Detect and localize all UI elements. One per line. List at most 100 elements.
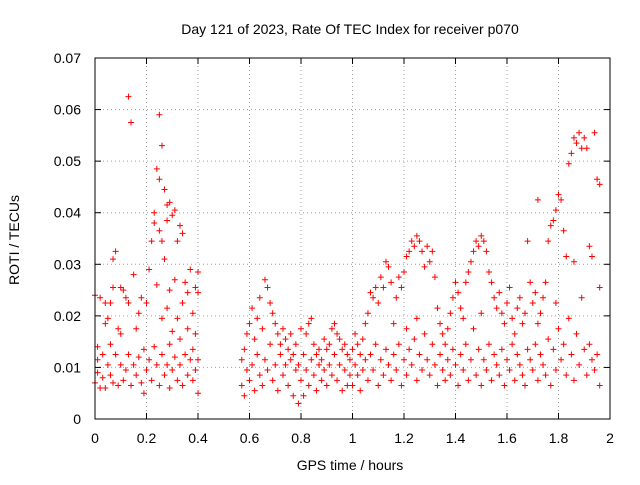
data-point: [382, 346, 389, 353]
data-point: [570, 258, 577, 265]
data-point: [292, 341, 299, 348]
data-point: [267, 299, 274, 306]
data-point: [110, 256, 117, 263]
data-point: [352, 330, 359, 337]
data-point: [385, 361, 392, 368]
axis-ticks: [94, 57, 611, 420]
data-point: [388, 279, 395, 286]
data-point: [455, 382, 462, 389]
data-point: [256, 372, 263, 379]
data-point: [576, 361, 583, 368]
data-point: [326, 341, 333, 348]
data-point: [452, 279, 459, 286]
data-point: [143, 367, 150, 374]
data-point: [437, 351, 444, 358]
data-point: [130, 361, 137, 368]
data-point: [516, 361, 523, 368]
data-point: [110, 379, 117, 386]
data-point: [156, 176, 163, 183]
data-point: [431, 274, 438, 281]
data-point: [403, 325, 410, 332]
data-point: [583, 372, 590, 379]
data-point: [478, 382, 485, 389]
data-point: [362, 356, 369, 363]
data-point: [331, 320, 338, 327]
data-point: [130, 271, 137, 278]
data-point: [261, 356, 268, 363]
data-point: [323, 382, 330, 389]
data-point: [241, 392, 248, 399]
data-point: [158, 315, 165, 322]
data-point: [550, 346, 557, 353]
data-point: [102, 299, 109, 306]
data-point: [594, 176, 601, 183]
x-tick-label: 2: [606, 430, 614, 446]
data-point: [357, 351, 364, 358]
data-point: [133, 372, 140, 379]
data-point: [238, 356, 245, 363]
data-point: [555, 325, 562, 332]
data-point: [171, 276, 178, 283]
data-point: [292, 367, 299, 374]
data-point: [156, 382, 163, 389]
data-point: [359, 336, 366, 343]
data-point: [135, 354, 142, 361]
data-point: [238, 382, 245, 389]
data-point: [406, 248, 413, 255]
data-point: [122, 294, 129, 301]
data-point: [550, 217, 557, 224]
data-point: [318, 377, 325, 384]
data-point: [408, 238, 415, 245]
x-tick-label: 1.4: [446, 430, 466, 446]
data-point: [279, 325, 286, 332]
data-point: [192, 330, 199, 337]
data-point: [393, 294, 400, 301]
data-point: [243, 367, 250, 374]
data-point: [110, 284, 117, 291]
data-point: [552, 367, 559, 374]
data-point: [573, 140, 580, 147]
data-point: [326, 361, 333, 368]
data-point: [174, 238, 181, 245]
data-point: [151, 209, 158, 216]
data-point: [138, 294, 145, 301]
y-tick-label: 0.04: [54, 205, 81, 221]
data-point: [176, 222, 183, 229]
data-point: [179, 299, 186, 306]
data-point: [558, 196, 565, 203]
data-point: [254, 351, 261, 358]
data-point: [522, 310, 529, 317]
data-point: [166, 287, 173, 294]
data-point: [519, 372, 526, 379]
data-point: [269, 310, 276, 317]
data-point: [346, 372, 353, 379]
data-point: [467, 356, 474, 363]
data-point: [264, 367, 271, 374]
data-point: [164, 217, 171, 224]
grid-lines: [95, 58, 610, 419]
data-point: [290, 392, 297, 399]
data-point: [349, 382, 356, 389]
data-point: [102, 385, 109, 392]
data-point: [128, 119, 135, 126]
data-point: [264, 284, 271, 291]
data-point: [259, 325, 266, 332]
data-point: [524, 238, 531, 245]
data-point: [251, 387, 258, 394]
y-tick-label: 0.05: [54, 153, 81, 169]
data-point: [527, 279, 534, 286]
data-point: [596, 284, 603, 291]
data-point: [277, 341, 284, 348]
data-point: [375, 382, 382, 389]
data-point: [578, 294, 585, 301]
data-point: [182, 279, 189, 286]
data-point: [444, 325, 451, 332]
data-point: [437, 320, 444, 327]
data-point: [274, 387, 281, 394]
data-point: [176, 361, 183, 368]
data-point: [133, 325, 140, 332]
data-point: [349, 346, 356, 353]
data-point: [140, 390, 147, 397]
data-point: [189, 377, 196, 384]
x-tick-label: 0.8: [291, 430, 311, 446]
